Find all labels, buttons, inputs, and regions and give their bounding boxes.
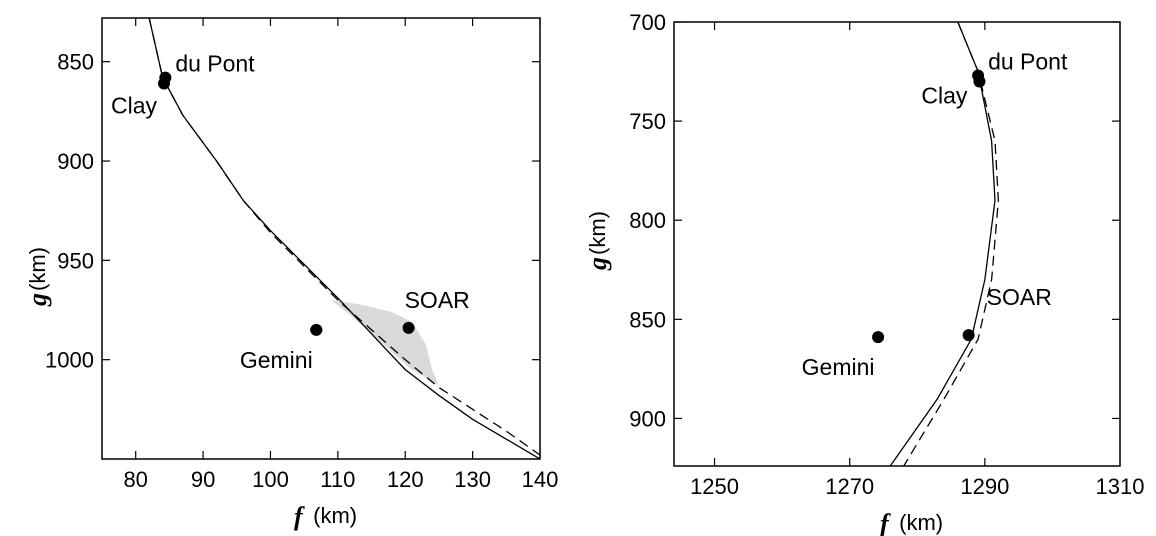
y-tick-label: 800 (629, 208, 666, 233)
x-tick-label: 110 (320, 467, 355, 492)
point-clay (157, 77, 170, 90)
y-tick-label: 1000 (45, 348, 94, 373)
x-tick-label: 120 (387, 467, 424, 492)
x-tick-label: 1270 (825, 474, 874, 499)
dashed-curve (148, 18, 540, 456)
y-tick-label: 700 (629, 10, 666, 35)
x-axis-unit: (km) (893, 510, 943, 535)
x-tick-label: 1250 (690, 474, 739, 499)
point-label-soar: SOAR (987, 284, 1052, 310)
point-clay (973, 75, 986, 88)
x-tick-label: 80 (123, 467, 147, 492)
point-soar (402, 321, 415, 334)
plot-frame (101, 17, 541, 460)
y-tick-label: 950 (57, 248, 94, 273)
x-axis-unit: (km) (307, 503, 357, 528)
plot-frame (673, 21, 1121, 467)
point-label-gemini: Gemini (240, 347, 313, 373)
x-axis-variable: f (294, 502, 305, 531)
x-tick-label: 100 (252, 467, 289, 492)
x-tick-label: 1310 (1096, 474, 1145, 499)
y-axis-unit: (km) (25, 247, 50, 291)
y-tick-label: 850 (57, 50, 94, 75)
x-tick-label: 90 (191, 467, 215, 492)
point-label-gemini: Gemini (802, 354, 875, 380)
point-label-clay: Clay (111, 93, 158, 119)
x-tick-label: 1290 (960, 474, 1009, 499)
x-tick-label: 140 (522, 467, 559, 492)
solid-curve (148, 18, 540, 459)
point-label-clay: Clay (921, 82, 968, 108)
y-tick-label: 900 (57, 149, 94, 174)
y-tick-label: 900 (629, 406, 666, 431)
y-axis-variable: g (23, 293, 52, 307)
left-plot-panel: 80 90 100 110 120 130 140 850 900 950 1000 du Pont… (23, 17, 559, 531)
y-tick-label: 850 (629, 307, 666, 332)
y-tick-label: 750 (629, 109, 666, 134)
x-axis-variable: f (880, 509, 891, 536)
point-label-du-pont: du Pont (175, 51, 255, 77)
right-plot-panel: 1250 1270 1290 1310 700 750 800 850 900 du Pont C… (583, 10, 1144, 536)
y-axis-unit: (km) (585, 211, 610, 255)
point-gemini (310, 323, 323, 336)
y-axis-variable: g (583, 257, 612, 271)
point-label-soar: SOAR (405, 287, 470, 313)
shaded-region (331, 300, 439, 386)
point-gemini (872, 331, 885, 344)
x-tick-label: 130 (454, 467, 491, 492)
point-soar (962, 329, 975, 342)
point-label-du-pont: du Pont (988, 49, 1068, 75)
